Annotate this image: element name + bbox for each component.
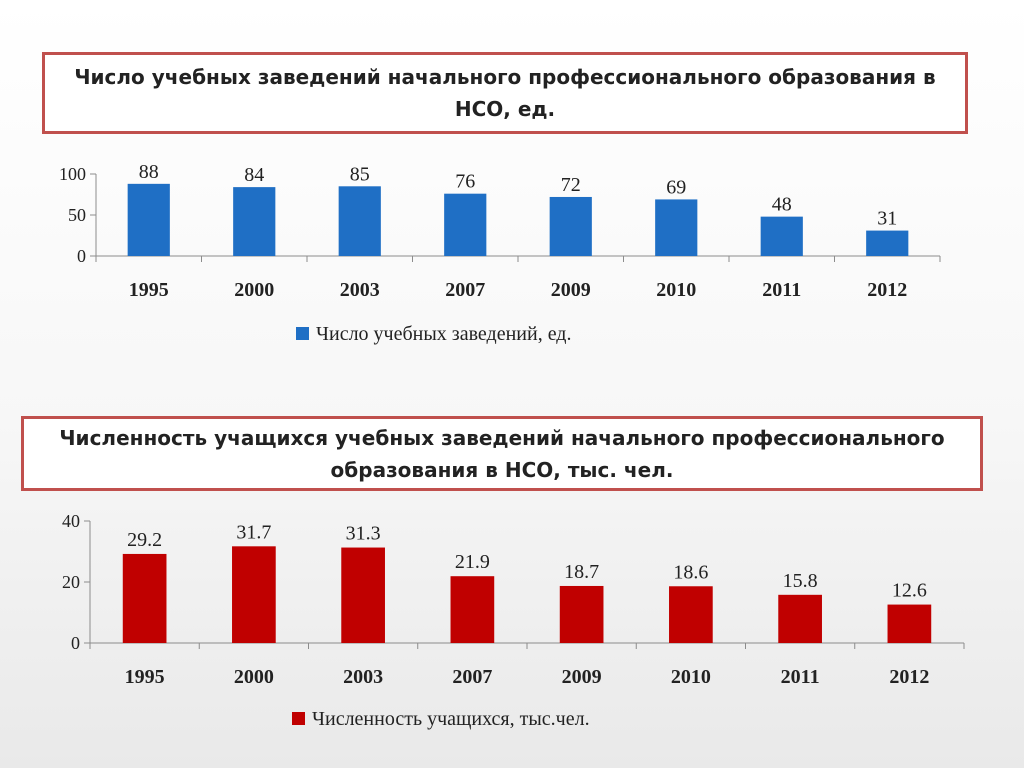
chart2-bar (450, 576, 495, 643)
chart1-x-tick-label: 2000 (234, 279, 274, 301)
chart1: 0 50 100 88 1995 84 2000 85 2003 76 2007 72 2009 69 20… (59, 161, 941, 345)
chart1-bar (233, 187, 276, 256)
chart2-x-tick-label: 2011 (781, 666, 820, 688)
chart1-y-tick-label: 0 (77, 246, 86, 266)
chart1-bar (760, 216, 803, 256)
chart1-y-tick-label: 50 (68, 205, 86, 225)
chart1-bar (655, 199, 698, 256)
chart2-data-label: 18.6 (673, 561, 708, 583)
chart1-title: Число учебных заведений начального профе… (42, 52, 968, 134)
chart2-x-tick-label: 2000 (234, 666, 274, 688)
chart2-y-tick-label: 20 (62, 572, 80, 592)
chart2-data-label: 29.2 (127, 529, 162, 551)
chart2-data-label: 18.7 (564, 561, 599, 583)
chart1-data-label: 85 (350, 163, 370, 185)
chart2-data-label: 31.7 (236, 521, 271, 543)
chart1-legend-swatch (296, 327, 309, 340)
chart2-y-tick-label: 40 (62, 511, 80, 531)
chart1-data-label: 72 (561, 174, 581, 196)
chart2-x-tick-label: 2012 (889, 666, 929, 688)
chart2: 0 20 40 29.2 1995 31.7 2000 31.3 2003 21.9 2007 18.… (62, 511, 965, 730)
chart1-data-label: 31 (877, 208, 897, 230)
chart1-x-tick-label: 2009 (551, 279, 591, 301)
chart2-bar (778, 594, 822, 643)
chart2-bar (122, 553, 167, 643)
chart1-x-tick-label: 2007 (445, 279, 485, 301)
chart1-data-label: 84 (244, 164, 264, 186)
chart2-bar (559, 585, 604, 643)
chart1-bar (338, 186, 381, 256)
chart2-x-tick-label: 2010 (671, 666, 711, 688)
chart2-data-label: 15.8 (783, 570, 818, 592)
chart2-legend-swatch (292, 712, 305, 725)
chart2-bar (341, 547, 385, 643)
chart1-data-label: 48 (772, 194, 792, 216)
chart1-x-tick-label: 2003 (340, 279, 380, 301)
chart1-x-tick-label: 2012 (867, 279, 907, 301)
chart2-data-label: 31.3 (346, 523, 381, 545)
chart1-bar (444, 193, 487, 256)
chart1-bar (549, 196, 592, 256)
chart1-x-tick-label: 2010 (656, 279, 696, 301)
chart2-bar (887, 604, 932, 643)
chart2-data-label: 12.6 (892, 580, 927, 602)
chart1-bar (127, 183, 170, 256)
chart1-data-label: 76 (455, 171, 475, 193)
chart2-x-tick-label: 2009 (562, 666, 602, 688)
chart2-bar (669, 586, 713, 643)
chart2-x-tick-label: 2003 (343, 666, 383, 688)
chart2-x-tick-label: 2007 (452, 666, 492, 688)
chart2-x-tick-label: 1995 (125, 666, 165, 688)
chart2-y-tick-label: 0 (71, 633, 80, 653)
chart1-bar (866, 230, 909, 256)
chart1-y-tick-label: 100 (59, 164, 86, 184)
chart1-x-tick-label: 1995 (129, 279, 169, 301)
chart1-legend-label: Число учебных заведений, ед. (316, 323, 571, 345)
chart2-bar (232, 546, 276, 643)
chart2-legend-label: Численность учащихся, тыс.чел. (312, 708, 590, 730)
chart1-data-label: 69 (666, 176, 686, 198)
chart2-data-label: 21.9 (455, 551, 490, 573)
chart2-title: Численность учащихся учебных заведений н… (21, 416, 983, 491)
chart1-data-label: 88 (139, 161, 159, 183)
chart1-x-tick-label: 2011 (762, 279, 801, 301)
